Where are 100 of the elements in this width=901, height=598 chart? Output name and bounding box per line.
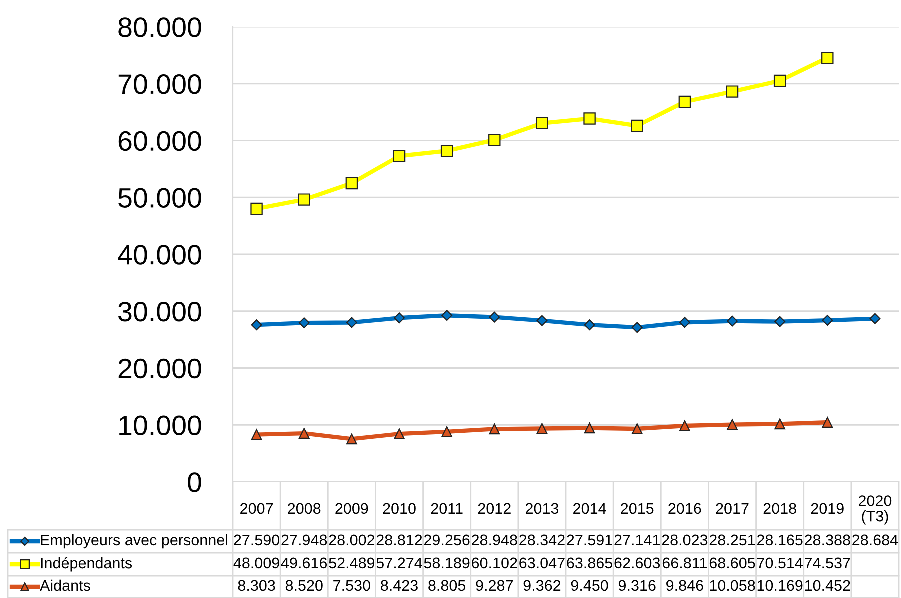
data-label: 9.316 [618, 580, 656, 592]
point [298, 194, 310, 206]
point [584, 422, 596, 434]
data-label: 27.590 [234, 534, 280, 546]
point [584, 112, 596, 125]
x-tick-label: 2010 [383, 503, 416, 514]
data-label: 8.303 [238, 580, 276, 592]
data-label: 28.002 [329, 534, 375, 546]
data-label: 28.948 [472, 534, 518, 546]
x-tick-label: 2019 [811, 503, 844, 514]
point [489, 312, 500, 323]
point [442, 426, 452, 438]
data-label: 63.865 [567, 558, 613, 569]
point [393, 150, 406, 162]
y-tick-label: 60.000 [118, 131, 202, 152]
x-tick-label: 2017 [716, 503, 749, 514]
data-label: 28.388 [805, 534, 850, 546]
legend-label: Indépendants [41, 557, 132, 572]
point [632, 424, 643, 434]
y-tick-label: 30.000 [118, 302, 202, 322]
data-label: 49.616 [281, 558, 328, 569]
point [536, 315, 548, 326]
point [822, 417, 834, 428]
point [250, 202, 263, 216]
data-label: 70.514 [757, 558, 803, 569]
legend-label: Aidants [40, 580, 90, 592]
y-tick-label: 50.000 [118, 188, 202, 208]
x-tick-label: 2015 [621, 503, 654, 514]
data-label: 10.169 [758, 580, 803, 592]
data-label: 8.423 [381, 580, 418, 592]
point [822, 52, 834, 64]
x-tick-label: 2009 [336, 503, 368, 514]
x-tick-label: 2008 [288, 503, 321, 514]
data-label: 28.342 [520, 534, 565, 546]
point [584, 320, 596, 331]
point [727, 419, 738, 430]
data-label: 9.846 [666, 580, 704, 592]
point [870, 313, 881, 324]
data-label: 8.520 [286, 580, 323, 592]
point [774, 74, 786, 88]
point [822, 315, 834, 326]
y-tick-label: 10.000 [120, 416, 202, 436]
x-tick-label: 2011 [431, 503, 463, 514]
data-label: 27.948 [282, 534, 328, 546]
data-label: 8.805 [428, 580, 466, 592]
y-tick-label: 40.000 [118, 245, 202, 265]
point [679, 317, 690, 328]
x-tick-label: 2018 [764, 503, 796, 514]
data-label: 9.287 [476, 580, 513, 592]
point [632, 322, 643, 334]
data-label: 27.141 [614, 534, 660, 546]
data-label: 7.530 [334, 580, 370, 592]
point [536, 117, 548, 130]
point [251, 429, 262, 440]
data-label: 9.362 [524, 580, 561, 592]
point [440, 144, 454, 158]
legend-label: Employeurs avec personnel [41, 534, 228, 549]
data-label: 57.274 [376, 558, 422, 569]
point [346, 317, 358, 328]
data-label: 29.256 [424, 534, 470, 546]
data-label: 60.102 [472, 558, 518, 569]
point [346, 434, 358, 445]
data-label: 28.251 [710, 534, 756, 546]
data-label: 28.165 [757, 534, 803, 546]
point [680, 420, 690, 432]
y-tick-label: 20.000 [118, 358, 202, 379]
point [346, 177, 358, 190]
point [298, 318, 310, 329]
data-label: 27.591 [567, 534, 612, 546]
point [678, 96, 692, 108]
y-tick-label: 70.000 [118, 74, 202, 94]
point [631, 120, 644, 132]
x-tick-label: 2013 [526, 503, 559, 514]
point [536, 423, 548, 434]
x-tick-label: 2012 [478, 503, 511, 514]
point [394, 428, 405, 440]
data-label: 52.489 [329, 558, 375, 569]
data-label: 9.450 [571, 580, 608, 592]
data-label: 28.684 [852, 534, 898, 546]
point [488, 134, 501, 146]
data-label: 66.811 [662, 558, 707, 569]
point [774, 316, 786, 328]
point [251, 320, 262, 331]
point [727, 316, 738, 327]
data-label: 58.189 [424, 558, 470, 569]
y-tick-label: 0 [188, 472, 202, 492]
point [726, 86, 739, 98]
data-label: 74.537 [805, 558, 850, 569]
x-tick-label: 2016 [668, 503, 702, 514]
x-tick-label: 2007 [240, 503, 274, 514]
data-label: 28.023 [662, 534, 708, 546]
x-tick-label: 2014 [574, 503, 606, 514]
x-tick-label: 2020 (T3) [858, 496, 892, 525]
point [298, 428, 310, 439]
y-tick-label: 80.000 [118, 18, 202, 38]
data-label: 68.605 [710, 558, 756, 569]
data-label: 48.009 [234, 558, 280, 569]
data-label: 28.812 [376, 534, 422, 546]
point [442, 310, 453, 322]
data-label: 62.603 [614, 558, 660, 569]
